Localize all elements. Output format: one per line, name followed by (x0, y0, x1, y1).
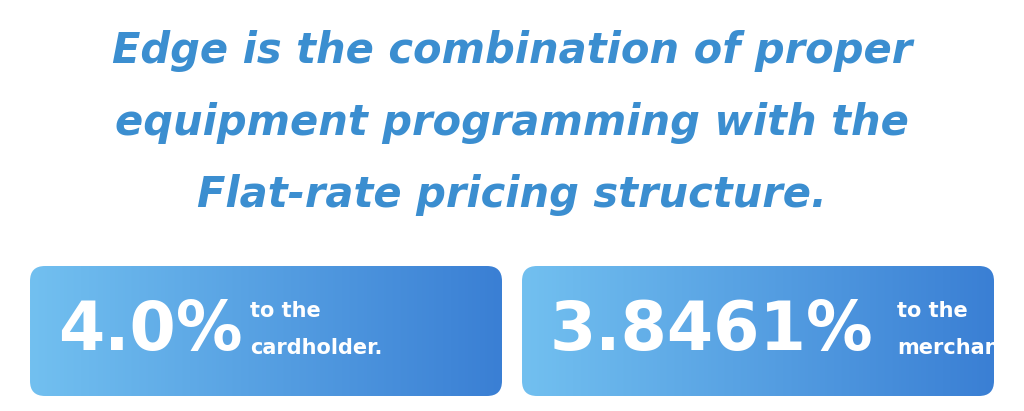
Text: merchant.: merchant. (897, 338, 1018, 358)
Text: equipment programming with the: equipment programming with the (115, 102, 909, 144)
Text: 4.0%: 4.0% (58, 298, 243, 364)
Text: to the: to the (897, 301, 968, 321)
Text: Flat-rate pricing structure.: Flat-rate pricing structure. (197, 174, 827, 216)
Text: cardholder.: cardholder. (250, 338, 382, 358)
Text: Edge is the combination of proper: Edge is the combination of proper (112, 30, 912, 72)
Text: to the: to the (250, 301, 321, 321)
Text: 3.8461%: 3.8461% (550, 298, 873, 364)
